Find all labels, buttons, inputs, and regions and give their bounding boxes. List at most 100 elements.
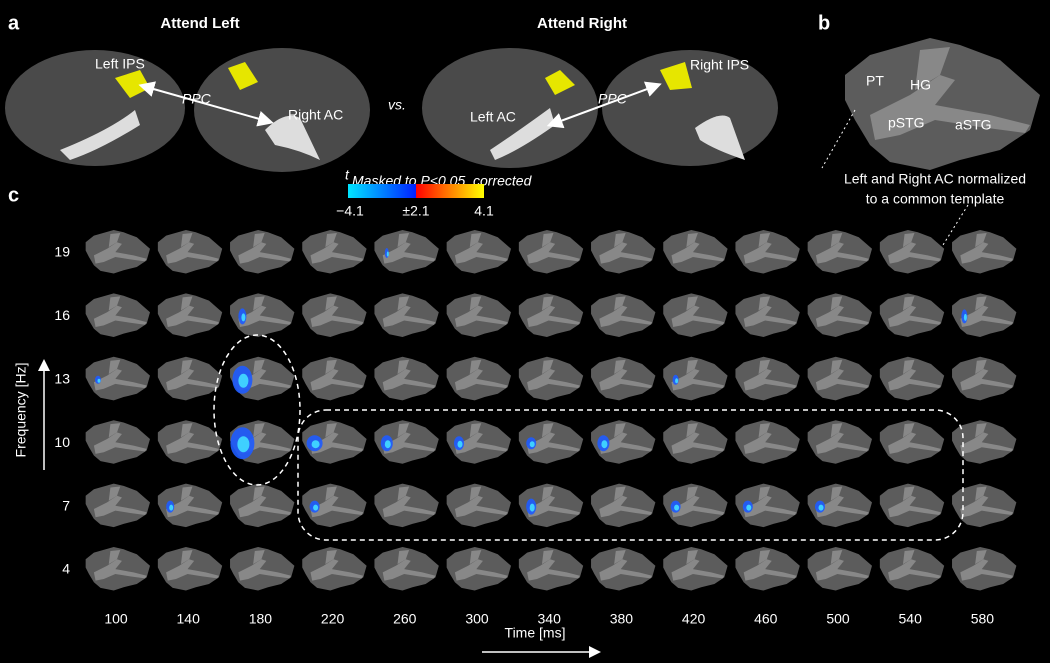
- template: [374, 356, 439, 401]
- caption: Left and Right AC normalized: [844, 171, 1026, 187]
- template: [85, 546, 150, 591]
- x-tick-label: 380: [610, 611, 634, 627]
- colorbar-tick: −4.1: [336, 203, 364, 219]
- activation: [238, 373, 249, 388]
- template: [157, 546, 223, 591]
- region-label: Left IPS: [95, 56, 145, 72]
- colorbar-tick: 4.1: [474, 203, 494, 219]
- colorbar-tick: ±2.1: [402, 203, 429, 219]
- template: [302, 229, 367, 274]
- activation: [457, 440, 463, 448]
- activation: [529, 503, 535, 512]
- template: [879, 356, 945, 401]
- template: [230, 546, 295, 591]
- x-tick-label: 260: [393, 611, 417, 627]
- template: [85, 293, 150, 337]
- template: [518, 546, 584, 591]
- activation: [675, 378, 679, 384]
- x-tick-label: 180: [249, 611, 273, 627]
- template: [518, 356, 584, 401]
- y-tick-label: 19: [54, 244, 70, 260]
- caption: to a common template: [866, 191, 1005, 207]
- template: [807, 229, 872, 274]
- activation: [818, 504, 824, 511]
- brains: [5, 48, 778, 172]
- template-grid: [85, 229, 1017, 591]
- activation: [963, 313, 967, 321]
- template: [879, 483, 945, 528]
- title: Attend Right: [537, 15, 627, 32]
- template: [735, 420, 800, 464]
- template: [952, 420, 1017, 464]
- template: [374, 293, 439, 337]
- highlight: [213, 334, 301, 486]
- region-label: PPC: [182, 91, 212, 107]
- template: [663, 546, 728, 591]
- panel-label: a: [8, 12, 20, 34]
- x-tick-label: 420: [682, 611, 706, 627]
- template: [952, 229, 1017, 274]
- activation: [97, 378, 101, 383]
- activation: [746, 504, 752, 511]
- y-tick-label: 16: [54, 307, 70, 323]
- template: [591, 356, 656, 401]
- template: [374, 229, 439, 274]
- y-tick-label: 10: [54, 434, 70, 450]
- activation: [386, 251, 389, 257]
- template: [230, 483, 295, 528]
- x-tick-label: 540: [899, 611, 923, 627]
- colorbar: [348, 184, 484, 198]
- template: [735, 356, 800, 401]
- region-label: PPC: [598, 91, 628, 107]
- panel-label: b: [818, 12, 830, 34]
- highlight: [297, 409, 964, 541]
- activation: [169, 504, 174, 511]
- region-label: HG: [910, 77, 931, 93]
- template: [157, 420, 223, 464]
- x-tick-label: 340: [538, 611, 562, 627]
- template: [735, 293, 800, 337]
- x-tick-label: 460: [754, 611, 778, 627]
- template: [157, 356, 223, 401]
- template: [157, 229, 223, 274]
- region-label: Left AC: [470, 109, 516, 125]
- template: [446, 546, 511, 591]
- template: [302, 546, 367, 591]
- x-tick-label: 300: [465, 611, 489, 627]
- template: [518, 293, 584, 337]
- x-tick-label: 220: [321, 611, 345, 627]
- template: [807, 293, 872, 337]
- template: [591, 293, 656, 337]
- y-axis-label: Frequency [Hz]: [13, 363, 29, 458]
- template: [663, 293, 728, 337]
- colorbar-symbol: t: [345, 167, 350, 183]
- template: [591, 229, 656, 274]
- region-label: PT: [866, 73, 884, 89]
- template: [845, 38, 1040, 170]
- activation: [601, 440, 608, 449]
- x-axis-label: Time [ms]: [505, 625, 566, 641]
- region-label: Right IPS: [690, 57, 749, 73]
- template: [735, 229, 800, 274]
- region-label: aSTG: [955, 117, 992, 133]
- y-tick-label: 13: [54, 371, 70, 387]
- x-tick-label: 500: [826, 611, 850, 627]
- template: [879, 546, 945, 591]
- title: Attend Left: [160, 15, 239, 32]
- template: [879, 229, 945, 274]
- activation: [529, 441, 535, 448]
- template: [735, 546, 800, 591]
- template: [374, 546, 439, 591]
- template: [591, 483, 656, 528]
- activation: [237, 436, 250, 453]
- template: [952, 356, 1017, 401]
- template: [807, 420, 872, 464]
- template: [302, 293, 367, 337]
- template: [807, 546, 872, 591]
- panel-label: c: [8, 184, 19, 206]
- template: [952, 546, 1017, 591]
- x-tick-label: 140: [177, 611, 201, 627]
- x-tick-label: 100: [104, 611, 128, 627]
- vs-label: vs.: [388, 97, 406, 113]
